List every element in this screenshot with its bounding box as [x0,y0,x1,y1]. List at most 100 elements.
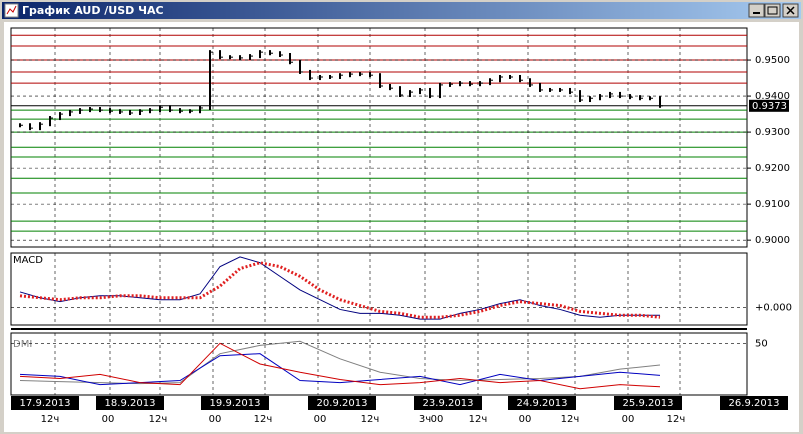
price-bar [259,50,261,59]
price-bar [579,90,581,103]
price-bar [429,87,431,99]
price-bar [59,112,61,121]
dmi-panel [10,332,748,396]
panel-title: MACD [13,255,43,266]
date-label-box [201,396,269,410]
price-bar [209,50,211,110]
time-label: 00 [209,414,222,425]
date-label-box [308,396,376,410]
price-bar [279,51,281,58]
price-bar [79,108,81,114]
price-bar [599,94,601,101]
price-bar [659,96,661,108]
price-bar [219,50,221,60]
price-bar [409,90,411,97]
price-bar [629,94,631,100]
time-label: 12ч [254,414,273,425]
indicator-line [19,353,661,386]
indicator-line [19,342,661,390]
price-bar [459,81,461,87]
price-bar [379,73,381,88]
price-bar [469,81,471,87]
y-tick-label: 0.9500 [755,55,790,66]
price-bar [349,72,351,78]
price-bar [179,108,181,114]
y-tick-label: 0.9200 [755,163,790,174]
price-bar [609,91,611,99]
indicator-line [19,261,661,319]
price-bar [489,78,491,86]
price-bar [639,95,641,101]
price-bar [169,105,171,113]
price-bar [519,74,521,83]
date-label: 19.9.2013 [210,398,261,409]
price-bar [419,87,421,95]
price-bar [269,50,271,56]
date-label-box [508,396,576,410]
price-bar [149,108,151,114]
time-label: 12ч [41,414,60,425]
window-buttons [748,3,799,18]
price-bar [589,96,591,103]
y-tick-label: 50 [755,338,768,349]
date-label: 24.9.2013 [517,398,568,409]
price-bar [339,73,341,79]
date-label-box [11,396,79,410]
price-bar [129,109,131,116]
price-bar [369,72,371,78]
date-label-box [614,396,682,410]
window-icon [6,5,17,15]
time-label: 12ч [361,414,380,425]
price-bar [89,107,91,113]
price-bar [249,54,251,60]
indicator-line [19,256,660,320]
price-bar [529,78,531,87]
time-label: 12ч [469,414,488,425]
time-label: 00 [519,414,532,425]
chart-area [4,22,799,432]
title-bar [2,2,801,19]
date-label-box [720,396,788,410]
price-bar [299,60,301,74]
price-bar [29,123,31,131]
price-bar [99,107,101,113]
time-label: 12ч [149,414,168,425]
date-label: 25.9.2013 [623,398,674,409]
y-tick-label: +0.000 [755,302,792,313]
price-bar [399,86,401,97]
maximize-icon [767,6,778,15]
close-icon [786,6,795,15]
panel-title: DMI [13,339,32,350]
minimize-button[interactable] [748,3,765,18]
time-label: 00 [431,414,444,425]
price-bar [309,69,311,81]
price-bar [159,105,161,113]
price-bar [539,82,541,92]
date-label: 26.9.2013 [729,398,780,409]
price-bar [289,53,291,65]
price-bar [569,87,571,95]
price-panel [10,27,748,248]
window-title: График AUD /USD ЧАС [22,4,164,17]
price-bar [619,91,621,99]
price-bar [109,108,111,114]
time-label: 00 [102,414,115,425]
time-label: 00 [622,414,635,425]
date-label: 23.9.2013 [423,398,474,409]
date-label: 17.9.2013 [20,398,71,409]
price-bar [439,82,441,99]
date-label: 18.9.2013 [105,398,156,409]
price-bar [389,83,391,91]
y-tick-label: 0.9400 [755,91,790,102]
price-bar [49,116,51,127]
price-bar [499,74,501,83]
maximize-button[interactable] [764,3,781,18]
price-bar [39,122,41,131]
time-label: 3ч [419,414,431,425]
last-price-box [749,99,789,112]
time-label: 00 [314,414,327,425]
last-price-label: 0.9373 [752,101,787,112]
macd-panel [10,252,748,326]
price-bar [479,81,481,87]
